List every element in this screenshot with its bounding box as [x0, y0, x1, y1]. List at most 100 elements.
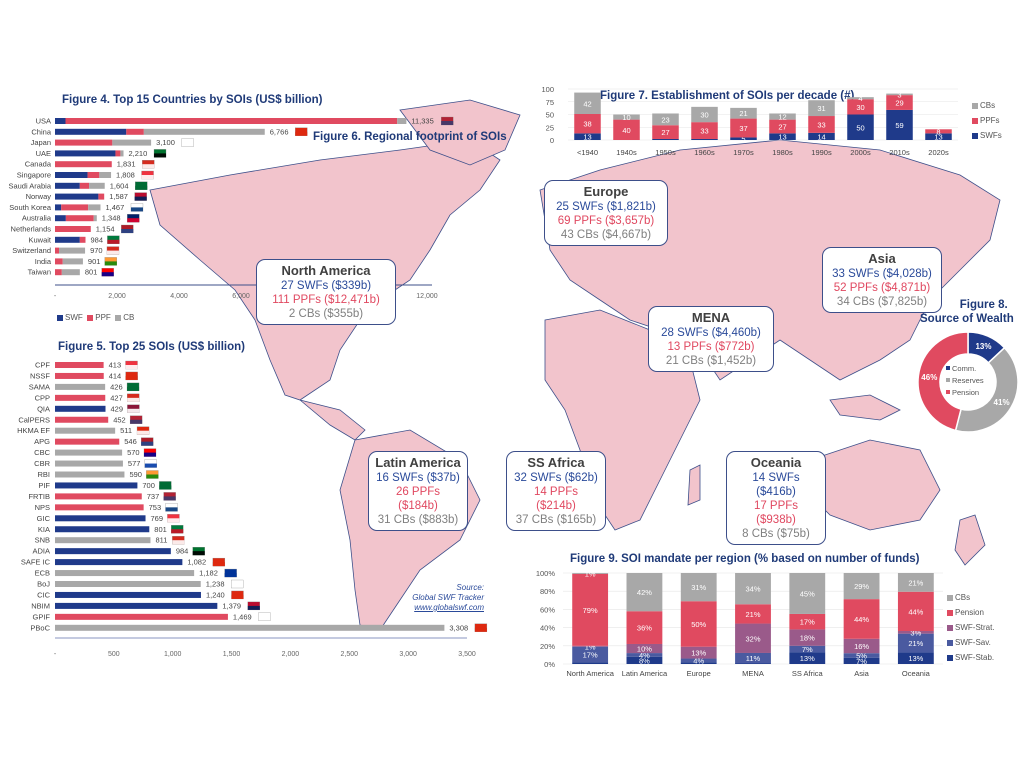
region-box-mena: MENA 28 SWFs ($4,460b) 13 PPFs ($772b) 2…	[648, 306, 774, 372]
fig5-category-label: APG	[34, 437, 50, 446]
fig4-category-label: Japan	[31, 138, 51, 147]
fig7-data-label: 30	[856, 103, 864, 112]
fig5-bar	[55, 372, 104, 379]
fig7-data-label: 59	[895, 121, 903, 130]
fig4-xtick-label: 6,000	[232, 293, 250, 300]
legend-swatch-ppfs	[972, 117, 978, 124]
fig7-bar-swfs	[691, 138, 718, 140]
fig5-bar	[55, 591, 201, 598]
region-name: Oceania	[750, 455, 802, 470]
fig7-bar-ppfs	[886, 95, 913, 110]
fig4-bar-cb	[88, 204, 101, 211]
fig9-bar-swfsav	[843, 653, 880, 658]
fig7-data-label: 37	[739, 124, 747, 133]
fig9-ytick-label: 0%	[544, 660, 555, 669]
fig9-data-label: 11%	[746, 654, 761, 663]
fig5-xtick-label: 3,000	[399, 651, 417, 658]
fig5-category-label: SNB	[35, 536, 50, 545]
flag-icon-stripe	[167, 518, 180, 523]
fig7-bar-ppfs	[613, 119, 640, 140]
fig7-bar-ppfs	[925, 129, 952, 134]
fig8-legend-label: Pension	[952, 388, 979, 397]
fig7-bar-ppfs	[769, 119, 796, 134]
fig7-bar-cbs	[769, 113, 796, 120]
fig5-category-label: GIC	[37, 514, 51, 523]
fig4-bar-swf	[55, 128, 127, 135]
fig5-bar	[55, 602, 218, 609]
fig4-bar-ppf	[55, 247, 60, 254]
fig9-bar-pension	[680, 601, 717, 647]
fig9-data-label: 3%	[910, 628, 921, 637]
fig5-bar	[55, 449, 123, 456]
legend-label-pension: Pension	[955, 608, 984, 617]
flag-icon-stripe	[192, 551, 205, 556]
fig9-bar-swfstrat	[572, 645, 609, 647]
fig4-category-label: Saudi Arabia	[8, 181, 51, 190]
fig5-xtick-label: 2,000	[282, 651, 300, 658]
fig4-category-label: Singapore	[17, 171, 51, 180]
fig8-value-label: 46%	[921, 373, 937, 382]
fig5-value-label: 737	[147, 492, 160, 501]
fig5-bar	[55, 624, 445, 631]
fig5-bar	[55, 548, 171, 555]
region-box-oceania: Oceania 14 SWFs ($416b) 17 PPFs ($938b) …	[726, 451, 826, 545]
region-ppf: 13 PPFs ($772b)	[667, 341, 755, 353]
fig4-value-label: 901	[88, 257, 101, 266]
fig9-data-label: 13%	[908, 654, 923, 663]
flag-icon-stripe	[159, 485, 172, 490]
fig5-category-label: KIA	[38, 525, 50, 534]
fig5-bar	[55, 493, 142, 500]
region-cb: 2 CBs ($355b)	[288, 308, 364, 320]
source-name: Global SWF Tracker	[412, 593, 484, 602]
fig9-ytick-label: 80%	[540, 587, 555, 596]
fig9-category-label: Latin America	[622, 669, 668, 678]
flag-icon-stripe	[127, 397, 140, 402]
fig4-value-label: 1,808	[116, 171, 135, 180]
fig5-bar	[55, 394, 106, 401]
fig7-data-label: 27	[661, 128, 669, 137]
land-new-zealand	[954, 514, 986, 566]
fig5-bar	[55, 427, 116, 434]
fig9-data-label: 21%	[745, 610, 760, 619]
fig9-data-label: 36%	[637, 624, 652, 633]
region-name: North America	[281, 263, 371, 278]
region-ppf: 111 PPFs ($12,471b)	[272, 294, 380, 306]
fig9-bar-pension	[735, 604, 771, 624]
flag-icon	[181, 138, 194, 147]
fig4-xtick-label: 2,000	[108, 293, 126, 300]
fig5-value-label: 511	[120, 426, 132, 435]
fig5-value-label: 427	[110, 393, 123, 402]
fig4-value-label: 11,335	[411, 117, 433, 126]
legend-swatch-ppf	[87, 314, 94, 321]
fig7-data-label: 10	[622, 113, 630, 122]
fig9-bar-swfstrat	[735, 623, 771, 653]
fig5-value-label: 413	[109, 361, 122, 370]
fig4-bar-cb	[59, 247, 86, 254]
fig5-value-label: 753	[149, 503, 162, 512]
region-name: Europe	[583, 184, 629, 199]
fig9-category-label: MENA	[742, 669, 764, 678]
fig7-data-label: 23	[661, 115, 669, 124]
region-box-asia: Asia 33 SWFs ($4,028b) 52 PPFs ($4,871b)…	[822, 247, 942, 313]
flag-icon-stripe	[125, 365, 138, 369]
legend-label-ppfs: PPFs	[980, 116, 1000, 125]
legend-swatch-stab	[947, 654, 953, 661]
fig7-bar-ppfs	[847, 99, 874, 115]
region-box-north-america: North America 27 SWFs ($339b) 111 PPFs (…	[256, 259, 396, 325]
region-box-ss-africa: SS Africa 32 SWFs ($62b) 14 PPFs ($214b)…	[506, 451, 606, 531]
flag-icon-stripe	[474, 627, 487, 632]
flag-icon-stripe	[172, 540, 185, 545]
fig4-bar-swf	[55, 236, 80, 243]
fig5-value-label: 452	[113, 415, 126, 424]
fig4-bar-cb	[89, 182, 105, 189]
region-name: SS Africa	[527, 455, 585, 470]
fig4-bar-cb	[397, 118, 407, 124]
fig7-data-label: 33	[817, 120, 825, 129]
fig7-ytick-label: 75	[546, 98, 554, 107]
land-madagascar	[687, 464, 701, 506]
fig4-value-label: 1,587	[109, 192, 128, 201]
fig4-bar-cb	[93, 215, 97, 222]
flag-icon-stripe	[247, 605, 260, 610]
fig7-category-label: 1970s	[733, 148, 754, 157]
source-link[interactable]: www.globalswf.com	[414, 603, 484, 612]
